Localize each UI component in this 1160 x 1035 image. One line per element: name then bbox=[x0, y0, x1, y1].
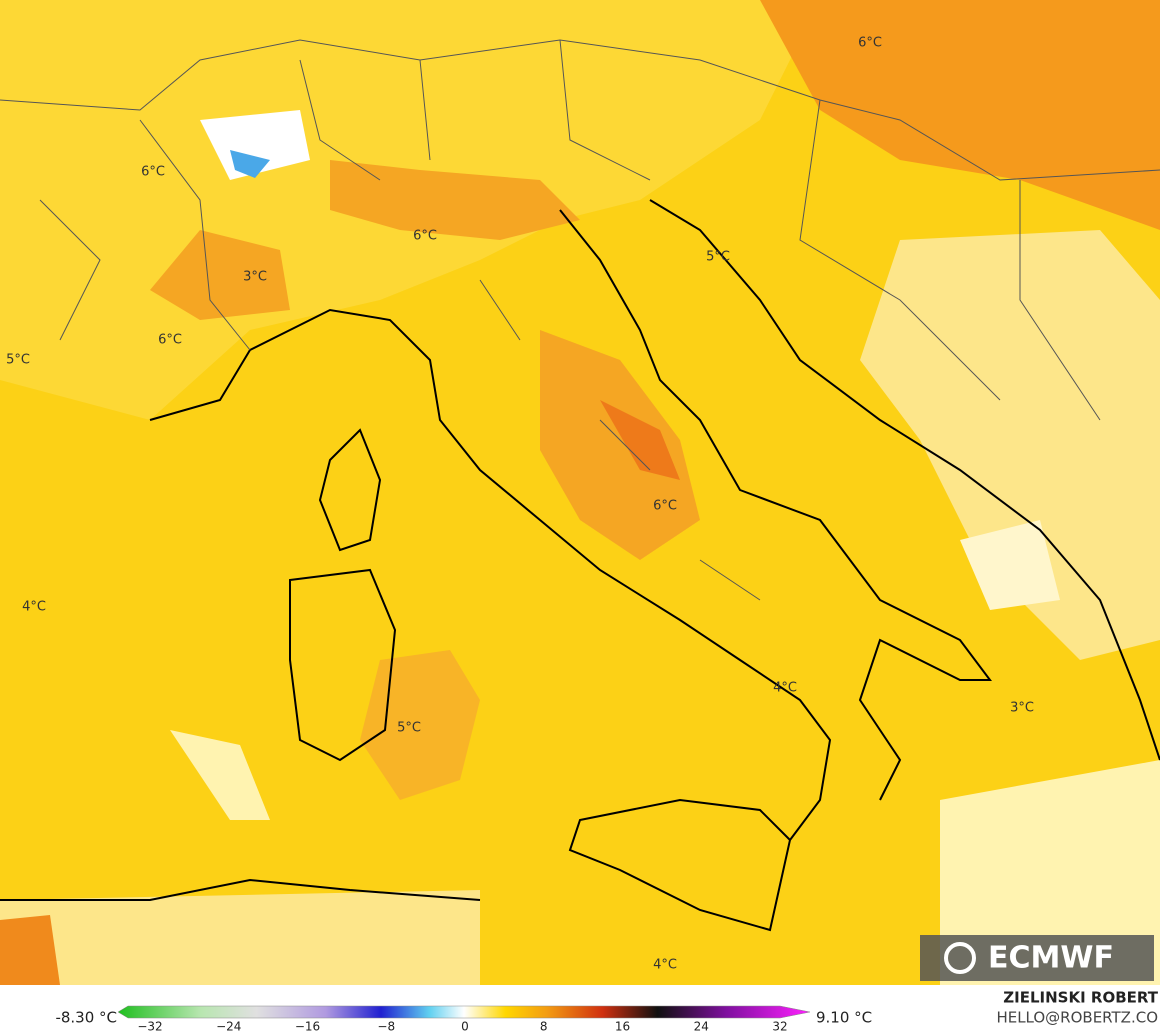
author: ZIELINSKI ROBERT bbox=[1003, 989, 1158, 1007]
map-label: 6°C bbox=[413, 229, 437, 244]
map-labels: 6°C 6°C 6°C 3°C 6°C 5°C 5°C 6°C 4°C 4°C … bbox=[6, 36, 1034, 973]
coastlines bbox=[0, 199, 1160, 932]
legend-min: -8.30 °C bbox=[55, 1009, 117, 1027]
colorbar-tick-label: −16 bbox=[295, 1020, 320, 1034]
contact: HELLO@ROBERTZ.CO bbox=[996, 1009, 1158, 1027]
map-label: 3°C bbox=[1010, 701, 1034, 716]
borders bbox=[0, 39, 1160, 601]
logo: ECMWF bbox=[920, 935, 1154, 981]
map-label: 6°C bbox=[158, 333, 182, 348]
map-label: 6°C bbox=[858, 36, 882, 51]
colorbar-tick-label: 0 bbox=[461, 1020, 469, 1034]
map-label: 3°C bbox=[243, 270, 267, 285]
colorbar-ticks: −32 −24 −16 −8 0 8 16 24 32 bbox=[137, 1020, 787, 1034]
temperature-patches bbox=[0, 0, 1160, 985]
map-label: 5°C bbox=[706, 250, 730, 265]
map-label: 4°C bbox=[653, 958, 677, 973]
colorbar-tick-label: 32 bbox=[772, 1020, 787, 1034]
colorbar-tick-label: 8 bbox=[540, 1020, 548, 1034]
map-label: 5°C bbox=[6, 353, 30, 368]
map-label: 4°C bbox=[22, 600, 46, 615]
legend-max: 9.10 °C bbox=[816, 1009, 872, 1027]
colorbar-tick-label: −32 bbox=[137, 1020, 162, 1034]
map-label: 5°C bbox=[397, 721, 421, 736]
logo-icon bbox=[944, 942, 976, 974]
colorbar-tick-label: −8 bbox=[377, 1020, 395, 1034]
map-label: 6°C bbox=[653, 499, 677, 514]
map-label: 4°C bbox=[773, 681, 797, 696]
logo-text: ECMWF bbox=[988, 941, 1114, 976]
colorbar-tick-label: −24 bbox=[216, 1020, 241, 1034]
colorbar bbox=[117, 1005, 811, 1019]
map-label: 6°C bbox=[141, 165, 165, 180]
colorbar-tick-label: 24 bbox=[694, 1020, 709, 1034]
colorbar-tick-label: 16 bbox=[615, 1020, 630, 1034]
